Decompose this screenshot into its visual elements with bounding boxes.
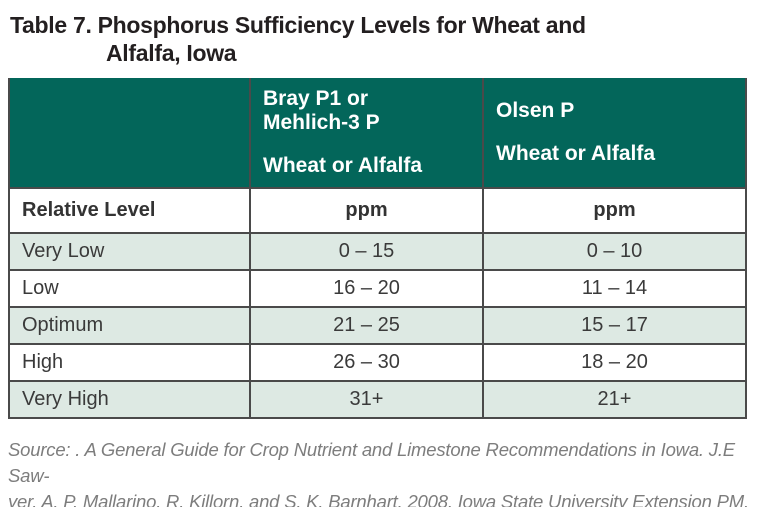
- table-row-high: High 26 – 30 18 – 20: [8, 343, 747, 382]
- title-line-1: Table 7. Phosphorus Sufficiency Levels f…: [10, 12, 586, 38]
- title-line-2: Alfalfa, Iowa: [106, 40, 237, 66]
- header-empty-cell: [8, 78, 251, 189]
- table-header-row: Bray P1 or Mehlich-3 P Wheat or Alfalfa …: [8, 78, 747, 189]
- bray-value-cell: 26 – 30: [249, 343, 484, 382]
- table-row-very-low: Very Low 0 – 15 0 – 10: [8, 232, 747, 271]
- source-line-1: Source: . A General Guide for Crop Nutri…: [8, 439, 735, 486]
- level-cell: Low: [8, 269, 251, 308]
- table-row-low: Low 16 – 20 11 – 14: [8, 269, 747, 308]
- table-row-very-high: Very High 31+ 21+: [8, 380, 747, 419]
- header-bray-line-2: Mehlich-3 P: [263, 111, 380, 134]
- olsen-value-cell: 18 – 20: [482, 343, 747, 382]
- bray-value-cell: 16 – 20: [249, 269, 484, 308]
- bray-value-cell: 31+: [249, 380, 484, 419]
- level-cell: High: [8, 343, 251, 382]
- table-row-optimum: Optimum 21 – 25 15 – 17: [8, 306, 747, 345]
- source-citation: Source: . A General Guide for Crop Nutri…: [8, 437, 760, 507]
- bray-value-cell: 21 – 25: [249, 306, 484, 345]
- bray-value-cell: 0 – 15: [249, 232, 484, 271]
- phosphorus-sufficiency-table: Bray P1 or Mehlich-3 P Wheat or Alfalfa …: [8, 78, 747, 419]
- level-cell: Very Low: [8, 232, 251, 271]
- olsen-unit-label: ppm: [482, 187, 747, 234]
- olsen-value-cell: 21+: [482, 380, 747, 419]
- level-cell: Very High: [8, 380, 251, 419]
- header-olsen-line-1: Olsen P: [496, 99, 575, 122]
- header-bray-cell: Bray P1 or Mehlich-3 P Wheat or Alfalfa: [249, 78, 484, 189]
- table-title: Table 7. Phosphorus Sufficiency Levels f…: [10, 11, 586, 67]
- header-olsen-cell: Olsen P Wheat or Alfalfa: [482, 78, 747, 189]
- unit-row: Relative Level ppm ppm: [8, 187, 747, 234]
- olsen-value-cell: 11 – 14: [482, 269, 747, 308]
- level-cell: Optimum: [8, 306, 251, 345]
- header-bray-crop: Wheat or Alfalfa: [263, 154, 423, 177]
- source-line-2: yer, A. P. Mallarino, R. Killorn, and S.…: [8, 491, 749, 507]
- olsen-value-cell: 0 – 10: [482, 232, 747, 271]
- header-bray-line-1: Bray P1 or: [263, 87, 369, 110]
- bray-unit-label: ppm: [249, 187, 484, 234]
- header-olsen-crop: Wheat or Alfalfa: [496, 142, 656, 165]
- olsen-value-cell: 15 – 17: [482, 306, 747, 345]
- relative-level-label: Relative Level: [8, 187, 251, 234]
